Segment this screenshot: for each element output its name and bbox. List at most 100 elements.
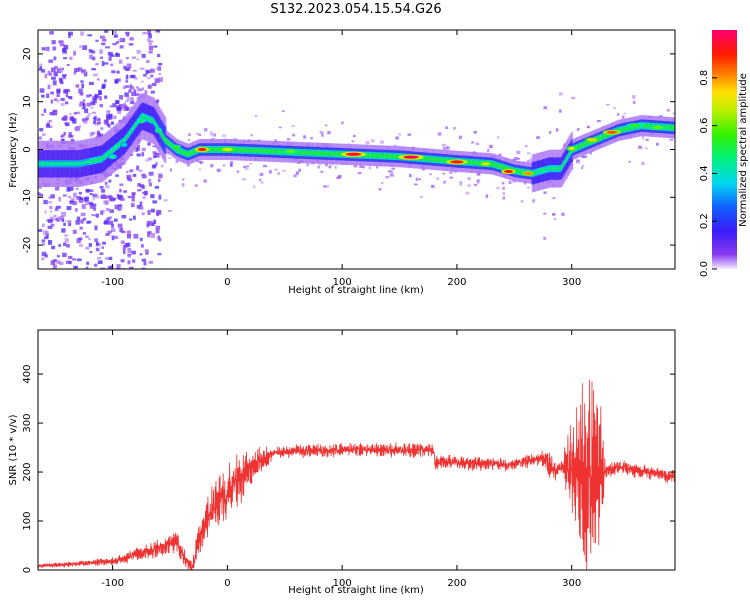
spectrogram-cell bbox=[198, 168, 202, 171]
spectrogram-cell bbox=[59, 43, 65, 47]
spectrogram-cell bbox=[87, 113, 91, 117]
spectrogram-cell bbox=[99, 49, 103, 54]
spectrogram-cell bbox=[45, 162, 48, 166]
spectrogram-cell bbox=[144, 90, 148, 95]
spectrogram-cell bbox=[249, 162, 253, 165]
spectrogram-cell bbox=[155, 123, 158, 127]
spectrogram-cell bbox=[86, 220, 91, 224]
spectrogram-cell bbox=[41, 69, 46, 73]
spectrogram-cell bbox=[111, 235, 115, 241]
spectrogram-cell bbox=[244, 167, 249, 170]
spectrogram-cell bbox=[65, 122, 70, 127]
spectrogram-cell bbox=[467, 160, 470, 164]
spectrogram-cell bbox=[88, 160, 91, 164]
spectrogram-cell bbox=[216, 147, 219, 152]
spectrogram-cell bbox=[70, 201, 74, 205]
spectrogram-cell bbox=[625, 127, 628, 131]
spectrogram-cell bbox=[85, 160, 89, 164]
spectrogram-cell bbox=[122, 139, 125, 143]
spectrogram-cell bbox=[119, 95, 124, 100]
spectrogram-cell bbox=[164, 138, 167, 142]
spectrogram-cell bbox=[575, 159, 580, 163]
spectrogram-cell bbox=[137, 189, 142, 192]
spectrogram-cell bbox=[66, 244, 70, 248]
spectrogram-cell bbox=[577, 145, 580, 149]
spectrogram-cell bbox=[378, 154, 382, 158]
spectrogram-cell bbox=[69, 113, 72, 115]
spectrogram-cell bbox=[626, 126, 629, 131]
spectrogram-cell bbox=[419, 196, 423, 198]
spectrogram-cell bbox=[88, 243, 92, 247]
spectrogram-cell bbox=[336, 176, 341, 180]
spectrogram-cell bbox=[152, 151, 157, 155]
spectrogram-cell bbox=[65, 101, 69, 105]
spectrogram-cell bbox=[147, 231, 152, 235]
spectrogram-cell bbox=[107, 265, 113, 269]
spectrogram-cell bbox=[97, 260, 103, 265]
spectrogram-cell bbox=[111, 223, 114, 228]
spectrogram-cell bbox=[49, 31, 54, 35]
spectrogram-cell bbox=[124, 85, 130, 88]
spectrogram-cell bbox=[476, 179, 481, 182]
spectrogram-cell bbox=[446, 146, 450, 150]
spectrogram-cell bbox=[556, 166, 560, 171]
colorbar-gradient bbox=[712, 30, 737, 269]
spectrogram-cell bbox=[148, 40, 154, 43]
spectrogram-cell bbox=[97, 122, 101, 126]
spectrogram-cell bbox=[123, 65, 127, 70]
y-tick-label: 300 bbox=[22, 414, 33, 433]
spectrogram-cell bbox=[155, 30, 161, 33]
spectrogram-cell bbox=[92, 96, 97, 101]
spectrogram-cell bbox=[613, 107, 616, 109]
spectrogram-cell bbox=[121, 140, 124, 144]
spectrogram-cell bbox=[151, 164, 156, 169]
spectrogram-cell bbox=[126, 32, 130, 37]
spectrogram-cell bbox=[68, 223, 72, 227]
spectrogram-cell bbox=[311, 151, 315, 155]
spectrogram-cell bbox=[131, 128, 134, 132]
spectrogram-cell bbox=[92, 159, 95, 163]
spectrogram-cell bbox=[132, 173, 137, 177]
spectrogram-cell bbox=[155, 225, 161, 230]
spectrogram-cell bbox=[145, 252, 149, 255]
spectrogram-cell bbox=[153, 219, 157, 225]
spectrogram-cell bbox=[291, 125, 296, 127]
spectrogram-cell bbox=[382, 154, 385, 158]
spectrogram-cell bbox=[247, 148, 250, 153]
spectrogram-cell bbox=[628, 160, 631, 163]
spectrogram-cell bbox=[604, 134, 608, 138]
spectrogram-cell bbox=[73, 50, 76, 56]
spectrogram-cell bbox=[526, 160, 530, 163]
spectrogram-cell bbox=[501, 181, 505, 185]
spectrogram-cell bbox=[104, 30, 109, 33]
spectrogram-cell bbox=[203, 179, 207, 183]
spectrogram-cell bbox=[83, 71, 88, 77]
spectrogram-cell bbox=[552, 197, 556, 200]
spectrogram-cell bbox=[82, 99, 86, 103]
snr-x-label: Height of straight line (km) bbox=[288, 585, 424, 596]
spectrogram-cell bbox=[128, 266, 134, 269]
spectrogram-cell bbox=[324, 151, 327, 156]
spectrogram-cell bbox=[429, 173, 432, 176]
spectrogram-cell bbox=[85, 200, 90, 205]
spectrogram-cell bbox=[78, 237, 83, 241]
spectrogram-cell bbox=[55, 162, 58, 166]
spectrogram-cell bbox=[63, 222, 66, 226]
spectrogram-cell bbox=[141, 152, 145, 157]
spectrogram-cell bbox=[281, 150, 284, 154]
spectrogram-cell bbox=[554, 166, 557, 171]
spectrogram-cell bbox=[137, 183, 141, 187]
spectrogram-cell bbox=[362, 166, 366, 169]
spectrogram-cell bbox=[147, 38, 151, 42]
spectrogram-cell bbox=[453, 127, 456, 130]
spectrogram-cell bbox=[123, 106, 129, 111]
spectrogram-cell bbox=[496, 163, 499, 168]
spectrogram-cell bbox=[147, 142, 151, 146]
spectrogram-cell bbox=[576, 161, 580, 164]
spectrogram-cell bbox=[145, 158, 150, 162]
spectrogram-cell bbox=[126, 231, 131, 237]
spectrogram-cell bbox=[623, 127, 627, 131]
spectrogram-cell bbox=[281, 110, 285, 113]
spectrogram-cell bbox=[43, 162, 46, 166]
spectrogram-cell bbox=[148, 171, 154, 176]
